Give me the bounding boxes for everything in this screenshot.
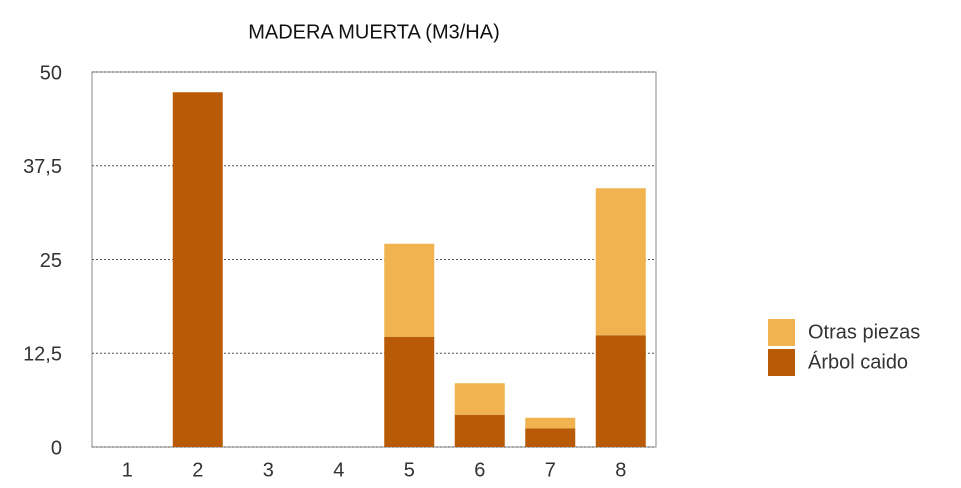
x-tick-label: 8 xyxy=(615,459,626,481)
x-tick-label: 7 xyxy=(545,459,556,481)
y-tick-label: 25 xyxy=(40,250,62,272)
legend-label: Árbol caido xyxy=(808,350,908,373)
bar-segment xyxy=(384,243,435,337)
bar-segment xyxy=(454,383,505,415)
y-tick-label: 50 xyxy=(40,62,62,84)
bar-segment xyxy=(384,336,435,447)
bar-segment xyxy=(454,414,505,447)
x-tick-label: 1 xyxy=(122,459,133,481)
legend-label: Otras piezas xyxy=(808,321,920,343)
x-tick-label: 4 xyxy=(333,459,344,481)
legend-swatch xyxy=(768,349,795,376)
y-tick-label: 0 xyxy=(51,437,62,459)
x-tick-label: 2 xyxy=(192,459,203,481)
bar-segment xyxy=(172,92,223,447)
x-tick-label: 6 xyxy=(474,459,485,481)
bar-segment xyxy=(525,428,576,447)
chart-title: MADERA MUERTA (M3/HA) xyxy=(248,21,500,43)
bar-segment xyxy=(595,335,646,447)
bar-segment xyxy=(595,188,646,336)
y-tick-label: 37,5 xyxy=(23,156,62,178)
bar-segment xyxy=(525,417,576,429)
x-tick-label: 3 xyxy=(263,459,274,481)
legend-swatch xyxy=(768,319,795,346)
y-tick-label: 12,5 xyxy=(23,344,62,366)
x-tick-label: 5 xyxy=(404,459,415,481)
